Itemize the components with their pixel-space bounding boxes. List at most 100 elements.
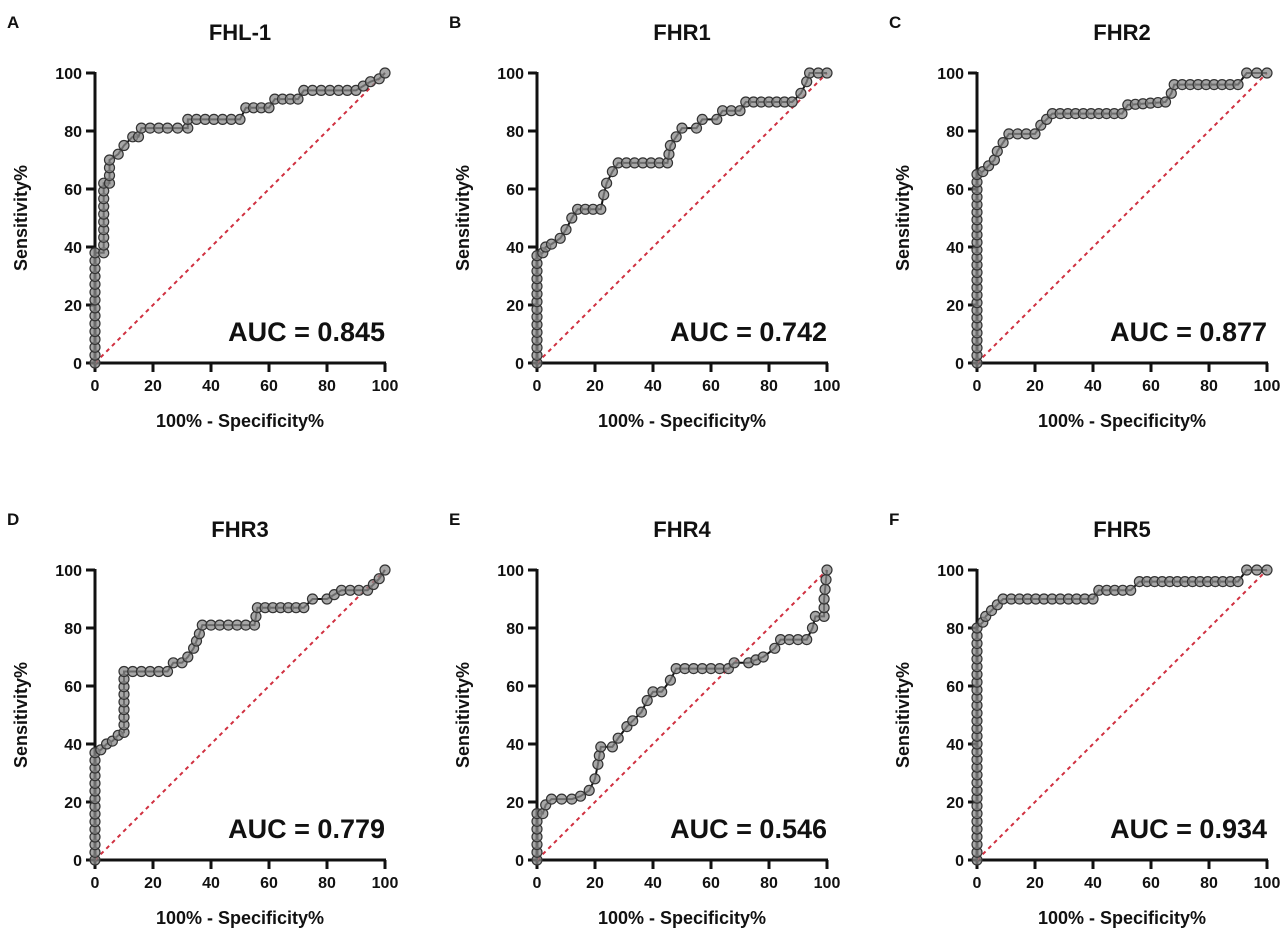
roc-point xyxy=(554,232,566,244)
roc-point xyxy=(103,154,116,166)
auc-annotation: AUC = 0.546 xyxy=(670,814,827,844)
panel-a: A FHL-1 0 20 40 60 80 100 0 20 40 60 80 100 100% - Spe… xyxy=(7,13,398,431)
y-tick-label: 80 xyxy=(946,621,964,638)
roc-point xyxy=(161,122,174,134)
x-tick-label: 0 xyxy=(973,378,982,395)
chart-title: FHR2 xyxy=(1093,20,1150,45)
roc-point xyxy=(676,122,688,134)
x-tick-label: 80 xyxy=(1200,378,1218,395)
x-tick-label: 40 xyxy=(202,378,220,395)
y-tick-label: 60 xyxy=(506,679,524,696)
panel-letter: A xyxy=(7,13,19,32)
roc-point xyxy=(1125,584,1137,596)
x-tick-label: 0 xyxy=(533,378,542,395)
y-axis-label: Sensitivity% xyxy=(893,165,913,271)
x-axis-label: 100% - Specificity% xyxy=(598,411,766,431)
y-tick-label: 80 xyxy=(506,124,524,141)
roc-point xyxy=(795,87,807,99)
roc-point xyxy=(566,212,578,224)
roc-point xyxy=(574,790,587,802)
roc-point xyxy=(373,573,385,585)
roc-point xyxy=(664,139,677,152)
roc-point xyxy=(595,741,607,753)
roc-point xyxy=(118,139,130,152)
auc-annotation: AUC = 0.845 xyxy=(228,317,385,347)
y-tick-label: 20 xyxy=(64,795,82,812)
x-tick-label: 100 xyxy=(1254,378,1281,395)
y-tick-label: 0 xyxy=(955,853,964,870)
roc-point xyxy=(298,602,310,614)
roc-point xyxy=(182,651,194,663)
x-tick-label: 0 xyxy=(973,875,982,892)
panel-d: D FHR3 0 20 40 60 80 100 0 20 40 60 80 100 100% - Spec… xyxy=(7,510,398,928)
panel-f: F FHR5 0 20 40 60 80 100 0 20 40 60 80 100 100% - Spec… xyxy=(889,510,1280,928)
roc-point xyxy=(664,674,677,686)
roc-point xyxy=(1232,78,1244,91)
x-axis-label: 100% - Specificity% xyxy=(1038,908,1206,928)
x-tick-label: 40 xyxy=(644,378,662,395)
roc-point xyxy=(801,633,813,646)
auc-annotation: AUC = 0.779 xyxy=(228,814,385,844)
x-tick-label: 60 xyxy=(260,875,278,892)
y-tick-label: 60 xyxy=(946,182,964,199)
y-tick-label: 100 xyxy=(497,66,524,83)
y-tick-label: 40 xyxy=(506,240,524,257)
roc-point xyxy=(769,642,781,654)
roc-point xyxy=(379,564,391,576)
roc-point xyxy=(641,694,653,707)
x-axis-label: 100% - Specificity% xyxy=(156,908,324,928)
y-tick-label: 80 xyxy=(64,621,82,638)
roc-point xyxy=(263,102,275,114)
y-tick-label: 80 xyxy=(64,124,82,141)
y-tick-label: 60 xyxy=(64,182,82,199)
auc-annotation: AUC = 0.877 xyxy=(1110,317,1267,347)
y-tick-label: 0 xyxy=(73,853,82,870)
panel-e: E FHR4 0 20 40 60 80 100 0 20 40 60 80 100 100% - Spec… xyxy=(449,510,840,928)
x-tick-label: 60 xyxy=(702,378,720,395)
roc-point xyxy=(161,665,174,678)
roc-point xyxy=(696,113,708,126)
roc-point xyxy=(821,67,833,79)
y-tick-label: 80 xyxy=(946,124,964,141)
y-tick-label: 20 xyxy=(946,795,964,812)
y-tick-label: 60 xyxy=(506,182,524,199)
y-tick-label: 20 xyxy=(506,795,524,812)
x-tick-label: 80 xyxy=(318,378,336,395)
x-axis-label: 100% - Specificity% xyxy=(598,908,766,928)
roc-point xyxy=(997,137,1009,149)
auc-annotation: AUC = 0.934 xyxy=(1110,814,1267,844)
y-tick-label: 40 xyxy=(946,737,964,754)
roc-point xyxy=(728,657,740,669)
y-tick-label: 0 xyxy=(955,356,964,373)
y-axis-label: Sensitivity% xyxy=(453,662,473,768)
x-tick-label: 20 xyxy=(144,378,162,395)
roc-point xyxy=(606,166,619,178)
x-tick-label: 80 xyxy=(760,875,778,892)
y-tick-label: 40 xyxy=(64,240,82,257)
x-tick-label: 40 xyxy=(1084,875,1102,892)
y-tick-label: 40 xyxy=(506,737,524,754)
panel-letter: E xyxy=(449,510,460,529)
roc-point xyxy=(598,189,610,201)
x-tick-label: 40 xyxy=(1084,378,1102,395)
roc-point xyxy=(1241,564,1253,576)
x-tick-label: 20 xyxy=(1026,378,1044,395)
y-tick-label: 20 xyxy=(64,298,82,315)
y-tick-label: 0 xyxy=(515,356,524,373)
roc-point xyxy=(589,773,601,785)
roc-point xyxy=(711,113,723,126)
panel-c: C FHR2 0 20 40 60 80 100 0 20 40 60 80 100 100% - Spec… xyxy=(889,13,1280,431)
roc-point xyxy=(806,622,819,634)
y-tick-label: 100 xyxy=(937,66,964,83)
x-tick-label: 20 xyxy=(1026,875,1044,892)
x-tick-label: 100 xyxy=(372,875,399,892)
roc-point xyxy=(690,122,703,134)
y-tick-label: 40 xyxy=(946,240,964,257)
y-axis-label: Sensitivity% xyxy=(11,165,31,271)
y-tick-label: 100 xyxy=(55,66,82,83)
roc-point xyxy=(757,651,769,663)
panel-b: B FHR1 0 20 40 60 80 100 0 20 40 60 80 100 100% - Spec… xyxy=(449,13,840,431)
panel-letter: C xyxy=(889,13,901,32)
roc-point xyxy=(172,122,184,134)
